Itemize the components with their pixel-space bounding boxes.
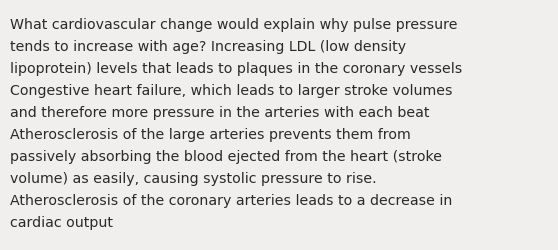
Text: volume) as easily, causing systolic pressure to rise.: volume) as easily, causing systolic pres…	[10, 172, 377, 185]
Text: Atherosclerosis of the large arteries prevents them from: Atherosclerosis of the large arteries pr…	[10, 128, 411, 141]
Text: and therefore more pressure in the arteries with each beat: and therefore more pressure in the arter…	[10, 106, 430, 120]
Text: tends to increase with age? Increasing LDL (low density: tends to increase with age? Increasing L…	[10, 40, 406, 54]
Text: Congestive heart failure, which leads to larger stroke volumes: Congestive heart failure, which leads to…	[10, 84, 453, 98]
Text: passively absorbing the blood ejected from the heart (stroke: passively absorbing the blood ejected fr…	[10, 150, 442, 164]
Text: lipoprotein) levels that leads to plaques in the coronary vessels: lipoprotein) levels that leads to plaque…	[10, 62, 462, 76]
Text: What cardiovascular change would explain why pulse pressure: What cardiovascular change would explain…	[10, 18, 458, 32]
Text: cardiac output: cardiac output	[10, 216, 113, 230]
Text: Atherosclerosis of the coronary arteries leads to a decrease in: Atherosclerosis of the coronary arteries…	[10, 194, 453, 207]
